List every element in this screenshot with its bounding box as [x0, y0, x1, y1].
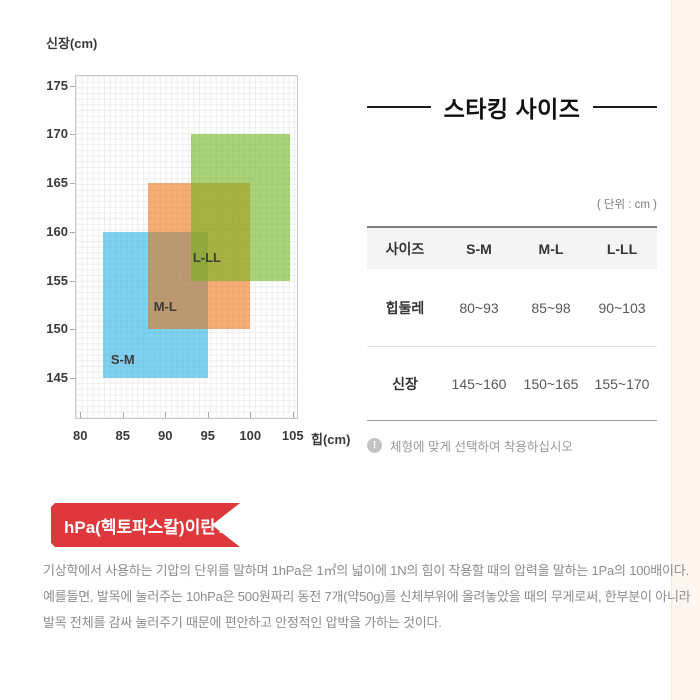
- y-tick-label: 160: [46, 223, 68, 239]
- hip-value-sm: 80~93: [459, 299, 499, 316]
- hpa-ribbon-badge: hPa(헥토파스칼)이란?: [51, 503, 240, 547]
- x-axis-title: 힙(cm): [311, 432, 351, 447]
- y-tick-label: 155: [46, 272, 68, 288]
- x-tick-mark: [122, 412, 124, 418]
- y-tick-mark: [70, 85, 75, 87]
- size-region-chart: S-M M-L L-LL 175 170 165 160 155 150 145 80 85 90 95 1…: [46, 75, 304, 443]
- page-edge-strip: [671, 0, 700, 700]
- x-tick-label: 100: [239, 428, 262, 443]
- y-tick-mark: [70, 231, 75, 233]
- title-divider-right: [593, 106, 658, 108]
- x-tick-label: 90: [158, 428, 173, 443]
- height-value-ml: 150~165: [523, 375, 579, 392]
- size-region-l-ll: [190, 134, 291, 281]
- hpa-description: 기상학에서 사용하는 기압의 단위를 말하며 1hPa은 1㎡의 넓이에 1N의…: [43, 558, 691, 636]
- fit-notice-text: 체형에 맞게 선택하여 착용하십시오: [390, 440, 573, 454]
- size-table: 사이즈 S-M M-L L-LL 힙둘레 80~93 85~98 90~103 …: [367, 226, 657, 421]
- hip-value-lll: 90~103: [598, 299, 646, 316]
- height-value-lll: 155~170: [594, 375, 650, 392]
- table-header-size: 사이즈: [385, 240, 425, 257]
- y-tick-label: 145: [46, 370, 68, 386]
- row-label-height: 신장: [392, 375, 418, 392]
- table-header-ml: M-L: [538, 240, 564, 257]
- hpa-description-line: 발목 전체를 감싸 눌러주기 때문에 편안하고 안정적인 압박을 가하는 것이다…: [43, 615, 442, 630]
- x-tick-label: 95: [200, 428, 215, 443]
- x-tick-mark: [250, 412, 252, 418]
- y-tick-label: 150: [46, 321, 68, 337]
- y-axis-title: 신장(cm): [46, 36, 98, 51]
- title-divider-left: [367, 106, 431, 108]
- x-tick-label: 85: [115, 428, 130, 443]
- y-tick-mark: [70, 329, 75, 331]
- y-tick-label: 165: [46, 175, 68, 191]
- y-tick-mark: [70, 280, 75, 282]
- exclamation-circle-icon: !: [367, 438, 382, 453]
- hpa-ribbon-label: hPa(헥토파스칼)이란?: [64, 517, 227, 537]
- y-tick-label: 170: [46, 126, 68, 142]
- region-label-l-ll: L-LL: [192, 250, 221, 266]
- table-row-hip: 힙둘레 80~93 85~98 90~103: [367, 269, 657, 347]
- table-header-lll: L-LL: [606, 240, 638, 257]
- x-tick-label: 105: [281, 428, 304, 443]
- region-label-s-m: S-M: [110, 351, 135, 367]
- panel-title: 스타킹 사이즈: [367, 90, 658, 124]
- fit-notice: ! 체형에 맞게 선택하여 착용하십시오: [367, 436, 573, 455]
- y-tick-mark: [70, 134, 75, 136]
- region-label-m-l: M-L: [153, 298, 177, 314]
- row-label-hip: 힙둘레: [385, 299, 425, 316]
- x-tick-mark: [80, 412, 82, 418]
- hip-value-ml: 85~98: [531, 299, 571, 316]
- unit-note: ( 단위 : cm ): [596, 199, 657, 211]
- x-tick-mark: [292, 412, 294, 418]
- x-tick-label: 80: [73, 428, 88, 443]
- height-value-sm: 145~160: [451, 375, 507, 392]
- y-tick-mark: [70, 183, 75, 185]
- y-tick-label: 175: [46, 77, 68, 93]
- y-tick-mark: [70, 378, 75, 380]
- table-row-height: 신장 145~160 150~165 155~170: [367, 347, 657, 420]
- x-tick-mark: [207, 412, 209, 418]
- hpa-description-line: 기상학에서 사용하는 기압의 단위를 말하며 1hPa은 1㎡의 넓이에 1N의…: [43, 563, 689, 578]
- table-header-row: 사이즈 S-M M-L L-LL: [367, 228, 657, 269]
- hpa-description-line: 예를들면, 발목에 눌러주는 10hPa은 500원짜리 동전 7개(약50g)…: [43, 589, 691, 604]
- x-tick-mark: [165, 412, 167, 418]
- panel-title-text: 스타킹 사이즈: [443, 96, 581, 122]
- table-header-sm: S-M: [466, 240, 492, 257]
